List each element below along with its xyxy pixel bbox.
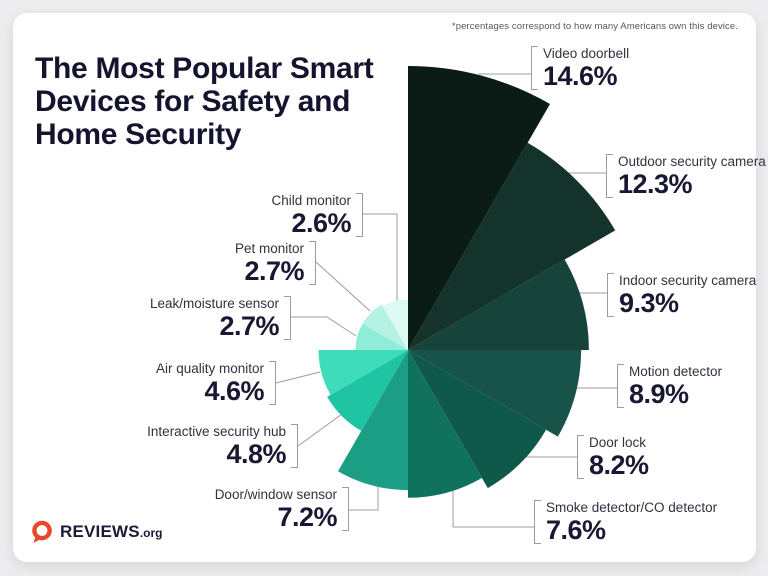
device-label-pet-monitor: Pet monitor 2.7% (235, 241, 316, 285)
connector-line-leak-moisture-sensor (291, 316, 357, 337)
device-label-air-quality-monitor: Air quality monitor 4.6% (156, 361, 276, 405)
page-title: The Most Popular Smart Devices for Safet… (35, 52, 435, 151)
connector-line-pet-monitor (315, 261, 371, 312)
device-label-text: Door lock 8.2% (589, 435, 649, 479)
device-name: Indoor security camera (619, 273, 757, 288)
device-percent: 2.7% (219, 311, 279, 341)
device-label-text: Interactive security hub 4.8% (147, 424, 286, 468)
device-name: Pet monitor (234, 241, 304, 256)
device-label-door-window-sensor: Door/window sensor 7.2% (215, 487, 349, 531)
device-percent: 4.6% (204, 376, 264, 406)
connector-line-air-quality-monitor (275, 371, 321, 384)
device-name: Leak/moisture sensor (149, 296, 279, 311)
device-percent: 7.6% (546, 515, 606, 545)
device-label-text: Video doorbell 14.6% (543, 46, 629, 90)
device-name: Door lock (589, 435, 647, 450)
bracket (291, 424, 298, 468)
device-name: Child monitor (271, 193, 351, 208)
device-name: Smoke detector/CO detector (546, 500, 718, 515)
slice-door-lock (408, 350, 547, 489)
device-label-child-monitor: Child monitor 2.6% (271, 193, 363, 237)
bracket (356, 193, 363, 237)
device-label-text: Child monitor 2.6% (271, 193, 351, 237)
device-name: Video doorbell (543, 46, 630, 61)
connector-line-child-monitor (363, 213, 398, 303)
logo-text: REVIEWS.org (60, 522, 162, 542)
device-label-text: Pet monitor 2.7% (234, 241, 305, 286)
slice-air-quality-monitor (318, 350, 408, 395)
device-label-text: Air quality monitor 4.6% (155, 361, 265, 406)
device-label-indoor-security-camera: Indoor security camera 9.3% (607, 273, 756, 317)
device-name: Outdoor security camera (618, 154, 766, 169)
device-name: Motion detector (629, 364, 723, 379)
slice-outdoor-security-camera (408, 142, 616, 350)
title-line-1: The Most Popular Smart (35, 52, 374, 85)
slice-smoke-detector-co-detector (408, 350, 482, 498)
speech-bubble-q-icon (32, 520, 52, 543)
device-label-interactive-security-hub: Interactive security hub 4.8% (147, 424, 298, 468)
device-label-text: Outdoor security camera 12.3% (618, 154, 766, 198)
bracket (284, 296, 291, 340)
device-label-leak-moisture-sensor: Leak/moisture sensor 2.7% (150, 296, 291, 340)
bracket (531, 46, 538, 90)
slice-child-monitor (382, 299, 408, 350)
device-label-text: Indoor security camera 9.3% (619, 273, 756, 317)
device-label-text: Leak/moisture sensor 2.7% (149, 296, 280, 341)
bracket (607, 273, 614, 317)
bracket (606, 154, 613, 198)
device-label-motion-detector: Motion detector 8.9% (617, 364, 722, 408)
connector-line-door-window-sensor (349, 483, 379, 511)
slice-motion-detector (408, 350, 582, 437)
slice-pet-monitor (362, 304, 408, 350)
connector-line-smoke-detector-co-detector (452, 487, 534, 528)
slice-video-doorbell (408, 65, 550, 350)
bracket (617, 364, 624, 408)
logo-tld: .org (139, 526, 163, 540)
bracket (577, 435, 584, 479)
device-label-outdoor-security-camera: Outdoor security camera 12.3% (606, 154, 766, 198)
device-label-smoke-detector-co-detector: Smoke detector/CO detector 7.6% (534, 500, 717, 544)
device-name: Interactive security hub (147, 424, 286, 439)
slice-door-window-sensor (338, 350, 408, 491)
device-percent: 2.6% (291, 208, 351, 238)
device-percent: 14.6% (543, 61, 618, 91)
slice-indoor-security-camera (408, 259, 589, 350)
device-percent: 8.2% (589, 450, 649, 480)
device-label-video-doorbell: Video doorbell 14.6% (531, 46, 629, 90)
device-name: Door/window sensor (214, 487, 337, 502)
title-line-2: Devices for Safety and (35, 85, 351, 118)
device-percent: 7.2% (277, 502, 337, 532)
device-percent: 9.3% (619, 288, 679, 318)
reviews-org-logo: REVIEWS.org (30, 519, 162, 545)
bracket (342, 487, 349, 531)
device-label-text: Motion detector 8.9% (629, 364, 722, 408)
device-label-text: Door/window sensor 7.2% (214, 487, 338, 532)
bracket (534, 500, 541, 544)
footnote-text: *percentages correspond to how many Amer… (451, 21, 738, 32)
device-percent: 4.8% (226, 439, 286, 469)
device-percent: 12.3% (618, 169, 693, 199)
bracket (269, 361, 276, 405)
device-percent: 8.9% (629, 379, 689, 409)
logo-brand: REVIEWS (60, 522, 140, 541)
device-label-text: Smoke detector/CO detector 7.6% (546, 500, 717, 544)
slice-leak-moisture-sensor (355, 323, 408, 350)
title-line-3: Home Security (35, 118, 242, 151)
slice-interactive-security-hub (327, 350, 408, 431)
bracket (309, 241, 316, 285)
connector-line-interactive-security-hub (297, 413, 343, 447)
device-percent: 2.7% (244, 256, 304, 286)
device-name: Air quality monitor (155, 361, 264, 376)
device-label-door-lock: Door lock 8.2% (577, 435, 649, 479)
